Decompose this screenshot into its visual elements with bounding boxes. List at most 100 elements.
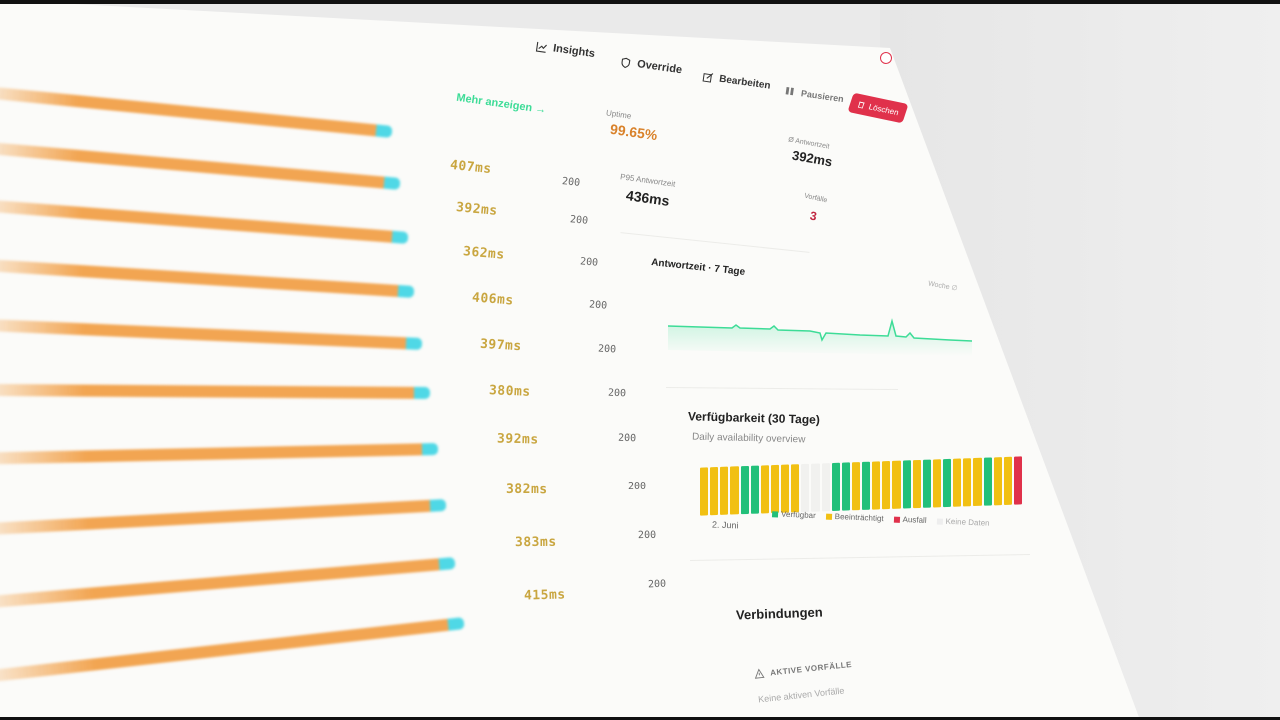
edit-label: Bearbeiten <box>718 73 772 92</box>
response-bar <box>0 198 409 244</box>
availability-day-available[interactable] <box>922 459 931 508</box>
warning-icon <box>754 668 765 679</box>
availability-day-degraded[interactable] <box>973 457 982 507</box>
availability-day-degraded[interactable] <box>932 459 941 508</box>
availability-day-available[interactable] <box>740 465 749 515</box>
response-bar <box>0 383 431 399</box>
active-incidents-heading: AKTIVE VORFÄLLE <box>754 659 853 679</box>
response-bar <box>0 84 393 138</box>
response-bar <box>0 557 456 610</box>
response-bar <box>0 499 447 536</box>
legend-available: Verfügbar <box>771 509 816 520</box>
divider <box>666 386 898 391</box>
delete-button[interactable]: Löschen <box>847 92 909 124</box>
divider <box>690 554 1030 561</box>
availability-day-available[interactable] <box>831 462 840 512</box>
response-bar <box>0 318 423 350</box>
response-time: 392ms <box>496 431 539 448</box>
response-time: 407ms <box>449 157 493 178</box>
status-code: 200 <box>607 387 627 400</box>
availability-title: Verfügbarkeit (30 Tage) <box>687 409 820 427</box>
availability-day-outage[interactable] <box>1013 456 1022 505</box>
response-chart-legend: Woche ∅ <box>927 280 958 293</box>
availability-day-available[interactable] <box>983 457 992 506</box>
availability-day-degraded[interactable] <box>760 465 769 514</box>
incidents-count-label: Vorfälle <box>803 192 828 205</box>
sparkline-line <box>667 318 973 342</box>
availability-day-degraded[interactable] <box>1003 456 1012 506</box>
availability-day-available[interactable] <box>841 462 850 511</box>
response-bar <box>0 617 465 685</box>
availability-day-degraded[interactable] <box>781 464 790 513</box>
availability-day-available[interactable] <box>862 461 871 510</box>
list-item: 382ms 200 <box>0 0 700 536</box>
availability-day-degraded[interactable] <box>720 466 729 515</box>
status-code: 200 <box>561 176 581 189</box>
availability-legend: Verfügbar Beeinträchtigt Ausfall Keine D… <box>771 509 990 528</box>
top-frame-edge <box>0 0 1280 4</box>
pause-icon <box>785 86 794 96</box>
status-code: 200 <box>579 256 599 269</box>
bottom-frame-edge <box>0 717 1280 720</box>
status-code: 200 <box>617 432 637 445</box>
availability-day-degraded[interactable] <box>851 462 860 511</box>
response-list: 407ms 200 392ms 200 362ms 200 406ms 200 … <box>0 0 700 720</box>
response-time: 397ms <box>479 336 523 355</box>
override-button[interactable]: Override <box>619 56 683 76</box>
response-time: 362ms <box>462 244 506 263</box>
availability-day-none[interactable] <box>821 463 830 512</box>
response-time: 383ms <box>514 534 557 551</box>
monitor-panel: Insights Override Bearbeiten Pausieren L… <box>0 0 1140 720</box>
alert-indicator-icon[interactable] <box>880 52 892 64</box>
availability-day-degraded[interactable] <box>882 460 891 510</box>
status-code: 200 <box>628 481 647 492</box>
pause-label: Pausieren <box>800 87 845 104</box>
legend-degraded: Beeinträchtigt <box>825 512 884 523</box>
availability-start-date: 2. Juni <box>711 519 739 531</box>
status-code: 200 <box>597 343 617 356</box>
delete-label: Löschen <box>867 101 901 117</box>
status-code: 200 <box>647 578 667 591</box>
trash-icon <box>857 101 865 109</box>
status-code: 200 <box>637 529 657 542</box>
response-bar <box>0 140 401 190</box>
edit-button[interactable]: Bearbeiten <box>702 71 772 92</box>
shield-icon <box>621 57 631 68</box>
availability-subtitle: Daily availability overview <box>691 431 806 446</box>
status-code: 200 <box>569 214 589 227</box>
availability-day-available[interactable] <box>750 465 759 514</box>
insights-button[interactable]: Insights <box>535 40 596 60</box>
availability-day-degraded[interactable] <box>993 457 1002 506</box>
response-time: 392ms <box>455 200 499 219</box>
list-item: 415ms 200 <box>0 0 700 685</box>
connections-title: Verbindungen <box>735 604 823 623</box>
availability-day-degraded[interactable] <box>912 459 921 509</box>
availability-day-degraded[interactable] <box>700 467 709 516</box>
availability-day-degraded[interactable] <box>872 461 881 510</box>
response-bar <box>0 443 439 465</box>
pause-button[interactable]: Pausieren <box>784 85 845 104</box>
legend-no-data: Keine Daten <box>936 516 990 528</box>
availability-day-degraded[interactable] <box>953 458 962 507</box>
availability-day-degraded[interactable] <box>892 460 901 509</box>
availability-day-none[interactable] <box>801 463 810 513</box>
response-bar <box>0 258 415 298</box>
availability-day-degraded[interactable] <box>710 466 719 516</box>
response-sparkline <box>667 318 973 356</box>
active-incidents-label: AKTIVE VORFÄLLE <box>769 659 853 677</box>
availability-day-degraded[interactable] <box>730 466 739 515</box>
availability-day-available[interactable] <box>943 458 952 508</box>
response-time: 382ms <box>505 481 548 498</box>
availability-day-degraded[interactable] <box>770 464 779 514</box>
availability-day-degraded[interactable] <box>791 464 800 513</box>
availability-day-available[interactable] <box>902 460 911 509</box>
legend-outage: Ausfall <box>893 515 927 525</box>
availability-day-none[interactable] <box>811 463 820 512</box>
no-incidents-text: Keine aktiven Vorfälle <box>757 685 845 705</box>
chart-icon <box>535 41 548 53</box>
avg-response-value: 392ms <box>791 147 834 170</box>
edit-icon <box>702 73 714 83</box>
response-time: 406ms <box>471 290 515 309</box>
availability-day-degraded[interactable] <box>963 458 972 507</box>
